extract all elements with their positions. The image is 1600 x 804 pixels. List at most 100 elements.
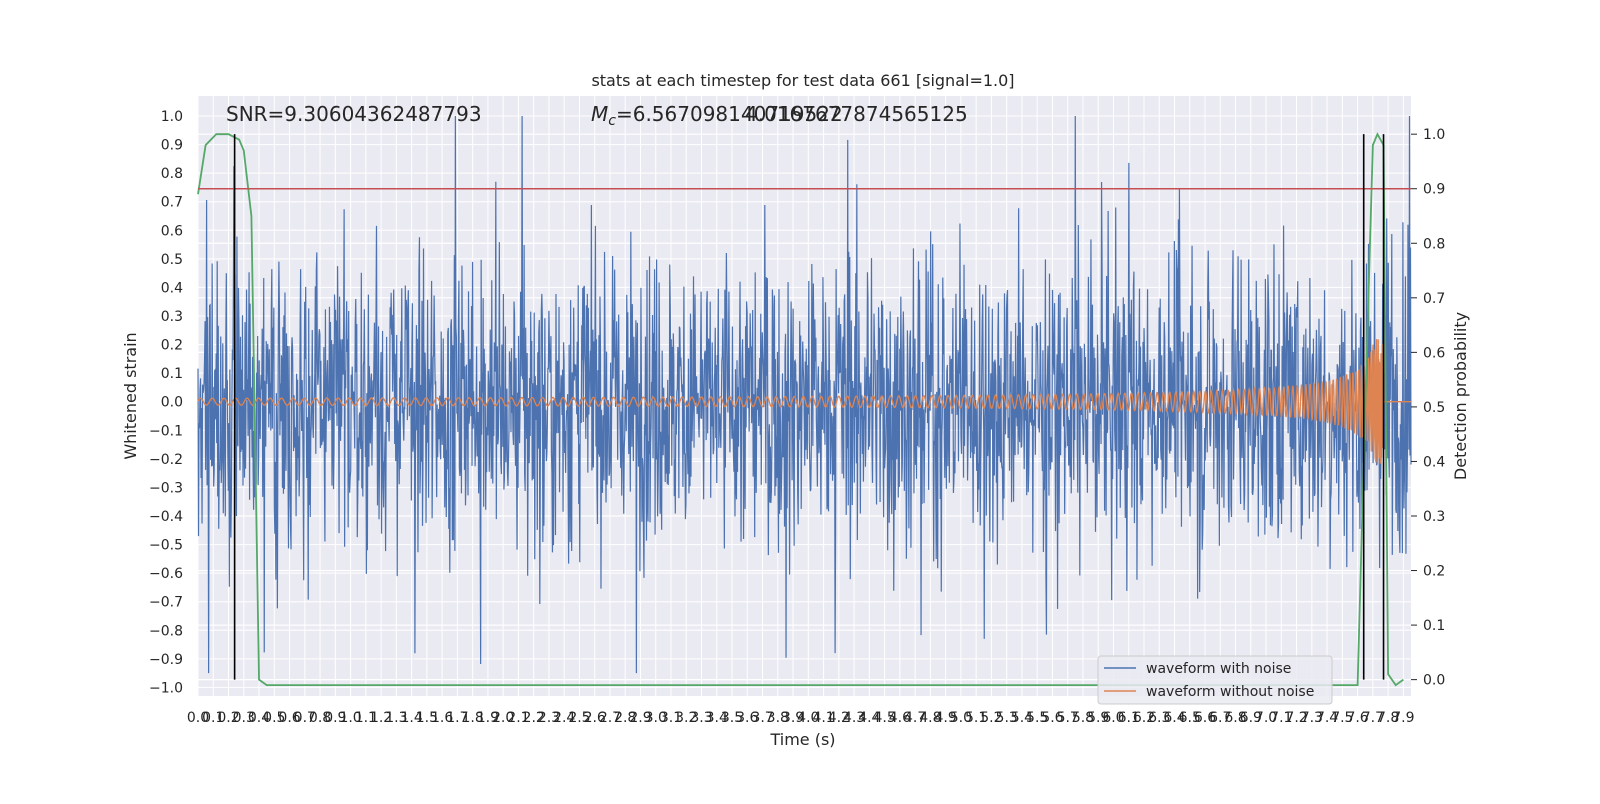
x-tick-label: 0.9 [324,710,346,726]
y2-tick-label: 0.1 [1423,618,1445,634]
chirp-mass-symbol: M [591,102,608,126]
x-tick-label: 0.7 [294,710,316,726]
x-axis-label: Time (s) [769,730,835,749]
x-tick-label: 7.8 [1377,710,1399,726]
x-tick-label: 3.9 [782,710,804,726]
x-tick-label: 3.3 [690,710,712,726]
x-tick-label: 2.4 [553,710,575,726]
x-tick-label: 3.5 [721,710,743,726]
legend-label-clean: waveform without noise [1146,684,1314,700]
x-tick-label: 2.6 [584,710,606,726]
y-tick-label: 1.0 [161,109,183,125]
x-tick-label: 0.8 [309,710,331,726]
x-tick-label: 2.1 [507,710,529,726]
x-tick-label: 2.2 [523,710,545,726]
y2-tick-label: 0.7 [1423,291,1445,307]
y-axis-label: Whitened strain [121,332,140,459]
x-tick-label: 1.0 [339,710,361,726]
y-tick-label: −0.4 [149,509,183,525]
x-tick-labels: 0.00.10.20.30.40.50.60.70.80.91.01.11.21… [187,710,1415,726]
y2-tick-label: 0.6 [1423,345,1445,361]
x-tick-label: 5.7 [1057,710,1079,726]
y2-tick-label: 0.5 [1423,400,1445,416]
y-tick-label: 0.8 [161,166,183,182]
y2-tick-label: 0.9 [1423,182,1445,198]
y2-tick-label: 0.0 [1423,673,1445,689]
x-tick-label: 4.1 [812,710,834,726]
x-tick-label: 1.2 [370,710,392,726]
x-tick-label: 5.4 [1011,710,1033,726]
x-tick-label: 5.2 [980,710,1002,726]
x-tick-label: 1.6 [431,710,453,726]
x-tick-label: 6.4 [1163,710,1185,726]
x-tick-label: 0.4 [248,710,270,726]
x-tick-label: 3.7 [751,710,773,726]
x-tick-label: 0.5 [263,710,285,726]
y-tick-labels: 1.0 0.9 0.8 0.7 0.6 0.5 0.4 0.3 0.2 0.1 0.0 −0.1 −0.… [149,109,183,696]
legend: waveform with noise waveform without noi… [1097,655,1333,705]
x-tick-label: 4.8 [919,710,941,726]
y2-tick-label: 0.2 [1423,564,1445,580]
x-tick-label: 4.9 [935,710,957,726]
x-tick-label: 5.0 [950,710,972,726]
x-tick-label: 4.6 [889,710,911,726]
y2-tick-label: 0.3 [1423,509,1445,525]
y2-tick-label: 1.0 [1423,127,1445,143]
series-waveform-with-noise [197,115,1412,674]
x-tick-label: 6.6 [1194,710,1216,726]
y-tick-label: −0.2 [149,452,183,468]
x-tick-label: 5.9 [1087,710,1109,726]
series-waveform-without-noise [197,339,1411,465]
x-tick-label: 3.4 [706,710,728,726]
x-tick-label: 7.2 [1285,710,1307,726]
y-tick-label: 0.4 [161,280,183,296]
y-tick-label: −0.7 [149,595,183,611]
x-tick-label: 2.3 [538,710,560,726]
x-tick-label: 4.4 [858,710,880,726]
x-tick-label: 7.1 [1270,710,1292,726]
x-tick-label: 6.7 [1209,710,1231,726]
x-tick-label: 3.6 [736,710,758,726]
y2-axis-label: Detection probability [1451,312,1470,480]
x-tick-label: 6.1 [1118,710,1140,726]
x-tick-label: 4.5 [873,710,895,726]
y-tick-label: −0.9 [149,652,183,668]
x-tick-label: 5.1 [965,710,987,726]
x-tick-label: 4.7 [904,710,926,726]
chirp-mass-value: =6.567098140719522 [616,102,843,126]
x-tick-label: 1.9 [477,710,499,726]
chirp-mass-annotation: Mc=6.567098140719522 [591,102,843,129]
x-tick-label: 2.7 [599,710,621,726]
x-tick-label: 1.3 [385,710,407,726]
x-tick-label: 6.0 [1102,710,1124,726]
y-tick-label: −0.8 [149,623,183,639]
y-tick-label: −0.6 [149,566,183,582]
data-layer [197,115,1412,687]
y2-tick-label: 0.4 [1423,454,1445,470]
x-tick-label: 6.3 [1148,710,1170,726]
x-tick-label: 1.5 [416,710,438,726]
x-tick-label: 2.0 [492,710,514,726]
y-tick-label: 0.0 [161,395,183,411]
x-tick-label: 7.3 [1301,710,1323,726]
x-tick-label: 0.1 [202,710,224,726]
x-tick-label: 7.5 [1331,710,1353,726]
y-tick-label: 0.1 [161,366,183,382]
x-tick-label: 7.0 [1255,710,1277,726]
x-tick-label: 5.6 [1041,710,1063,726]
x-tick-label: 2.9 [629,710,651,726]
x-tick-label: 2.8 [614,710,636,726]
y-tick-label: −1.0 [149,680,183,696]
legend-label-noise: waveform with noise [1146,661,1291,677]
x-tick-label: 0.0 [187,710,209,726]
y-tick-label: −0.5 [149,538,183,554]
y-tick-label: 0.5 [161,252,183,268]
x-tick-label: 6.9 [1240,710,1262,726]
y-tick-label: 0.9 [161,138,183,154]
x-tick-label: 6.5 [1179,710,1201,726]
y-tick-label: −0.3 [149,480,183,496]
y-tick-label: 0.2 [161,338,183,354]
x-tick-label: 2.5 [568,710,590,726]
